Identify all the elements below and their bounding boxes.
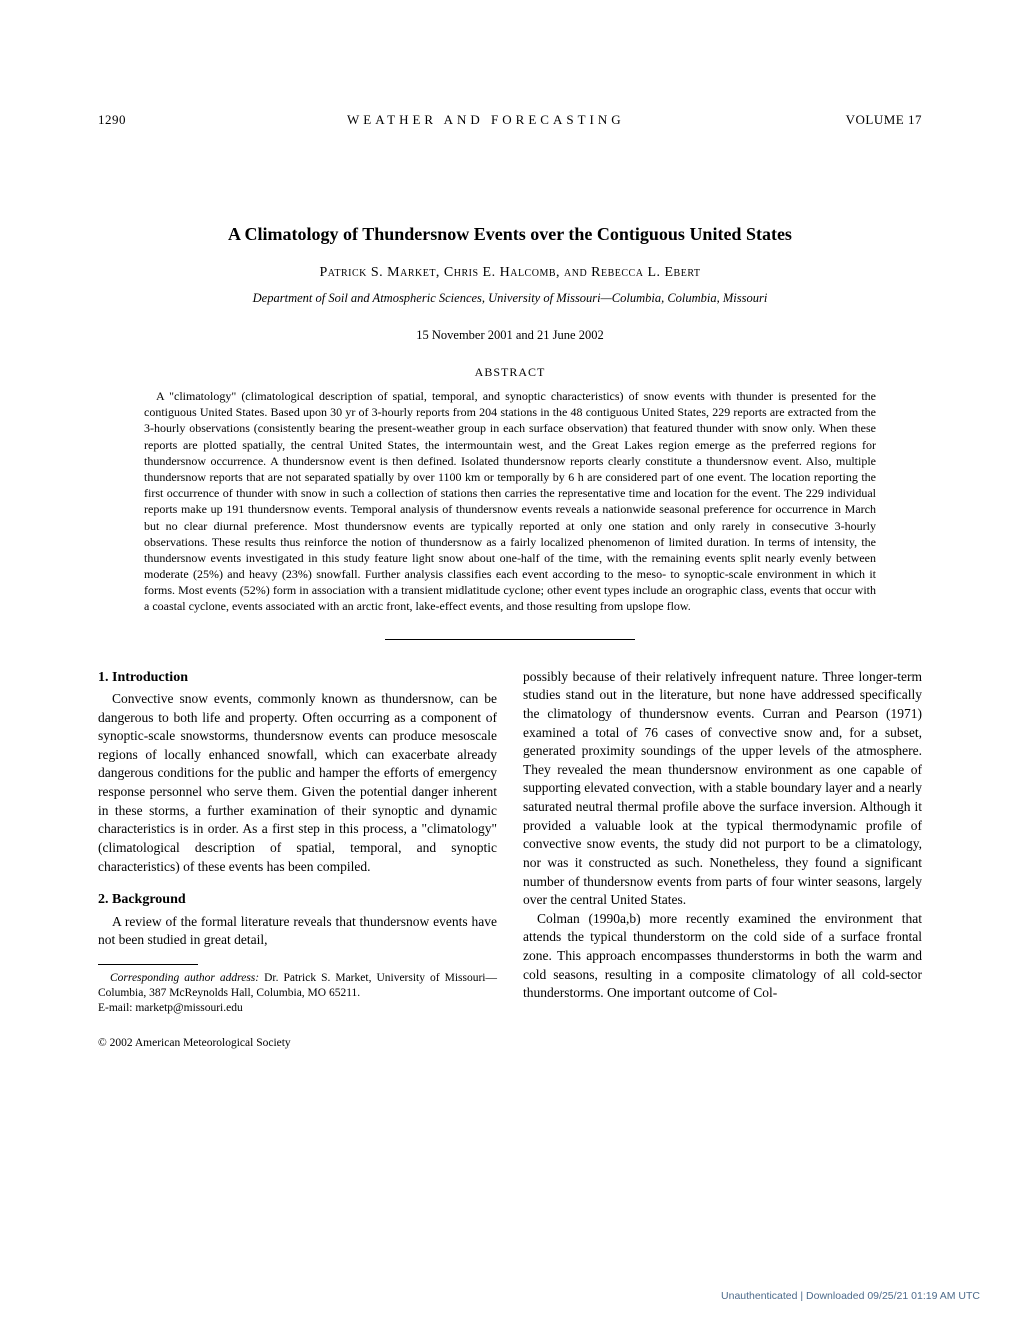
section-divider [385,639,635,640]
footnote-email: E-mail: marketp@missouri.edu [98,1001,497,1016]
journal-name: WEATHER AND FORECASTING [347,112,625,128]
body-columns: 1. Introduction Convective snow events, … [98,668,922,1052]
running-header: 1290 WEATHER AND FORECASTING VOLUME 17 [98,112,922,128]
affiliation: Department of Soil and Atmospheric Scien… [98,291,922,306]
download-watermark: Unauthenticated | Downloaded 09/25/21 01… [721,1290,980,1302]
footnote-rule [98,964,198,965]
author-list: Patrick S. Market, Chris E. Halcomb, and… [98,265,922,281]
background-paragraph-left: A review of the formal literature reveal… [98,913,497,950]
copyright-notice: © 2002 American Meteorological Society [98,1036,497,1052]
abstract-heading: ABSTRACT [98,365,922,380]
background-paragraph-right-2: Colman (1990a,b) more recently examined … [523,910,922,1003]
footnote-label: Corresponding author address: [110,972,259,984]
submission-dates: 15 November 2001 and 21 June 2002 [98,328,922,343]
background-paragraph-right-1: possibly because of their relatively inf… [523,668,922,910]
intro-paragraph: Convective snow events, commonly known a… [98,690,497,876]
left-column: 1. Introduction Convective snow events, … [98,668,497,1052]
page-number: 1290 [98,112,126,128]
right-column: possibly because of their relatively inf… [523,668,922,1052]
article-title: A Climatology of Thundersnow Events over… [98,224,922,245]
abstract-body: A "climatology" (climatological descript… [144,388,876,615]
background-heading: 2. Background [98,890,497,909]
volume-label: VOLUME 17 [846,112,922,128]
corresponding-author-footnote: Corresponding author address: Dr. Patric… [98,971,497,1001]
intro-heading: 1. Introduction [98,668,497,687]
